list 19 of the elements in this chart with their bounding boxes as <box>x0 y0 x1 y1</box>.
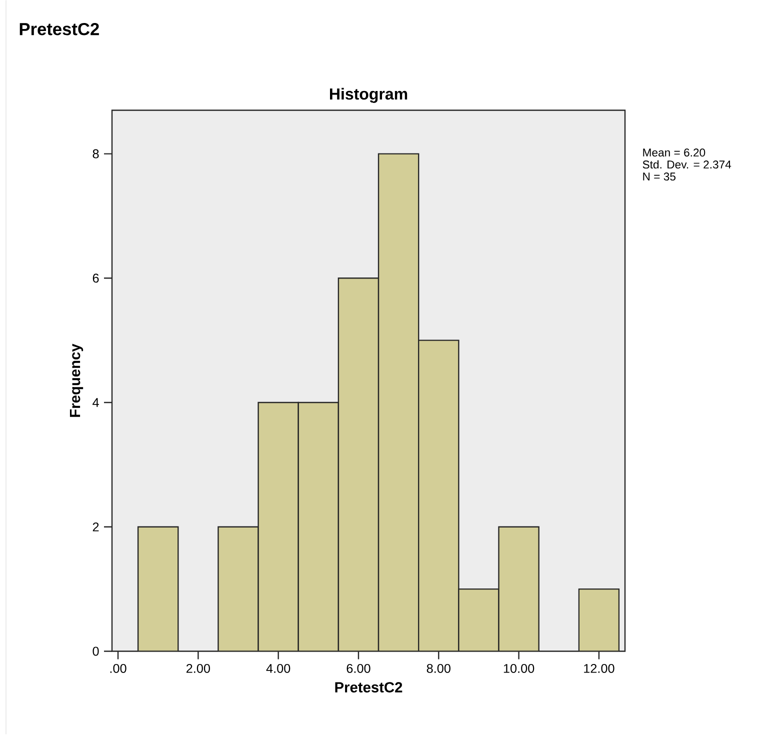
y-tick-label: 2 <box>92 522 99 532</box>
chart-title: Histogram <box>330 88 408 104</box>
text: Mean = 6.20 <box>643 148 706 157</box>
y-tick-label: 8 <box>92 150 99 159</box>
x-tick-label: .00 <box>110 664 126 674</box>
x-tick-label: 6.00 <box>346 664 370 674</box>
y-tick-label: 6 <box>92 274 99 283</box>
text: N = 35 <box>643 172 676 181</box>
x-tick-label: 4.00 <box>266 664 290 674</box>
y-tick-label: 4 <box>92 398 99 408</box>
x-tick-label: 2.00 <box>186 664 210 674</box>
x-tick-label: 10.00 <box>504 664 534 674</box>
x-axis-title: PretestC2 <box>335 682 402 693</box>
y-axis-title: Frequency <box>70 344 84 418</box>
x-tick-label: 12.00 <box>584 664 614 674</box>
x-tick-label: 8.00 <box>426 664 450 674</box>
y-tick-label: 0 <box>92 647 99 656</box>
text: Std. Dev. = 2.374 <box>642 160 732 169</box>
text: PretestC2 <box>20 23 99 36</box>
